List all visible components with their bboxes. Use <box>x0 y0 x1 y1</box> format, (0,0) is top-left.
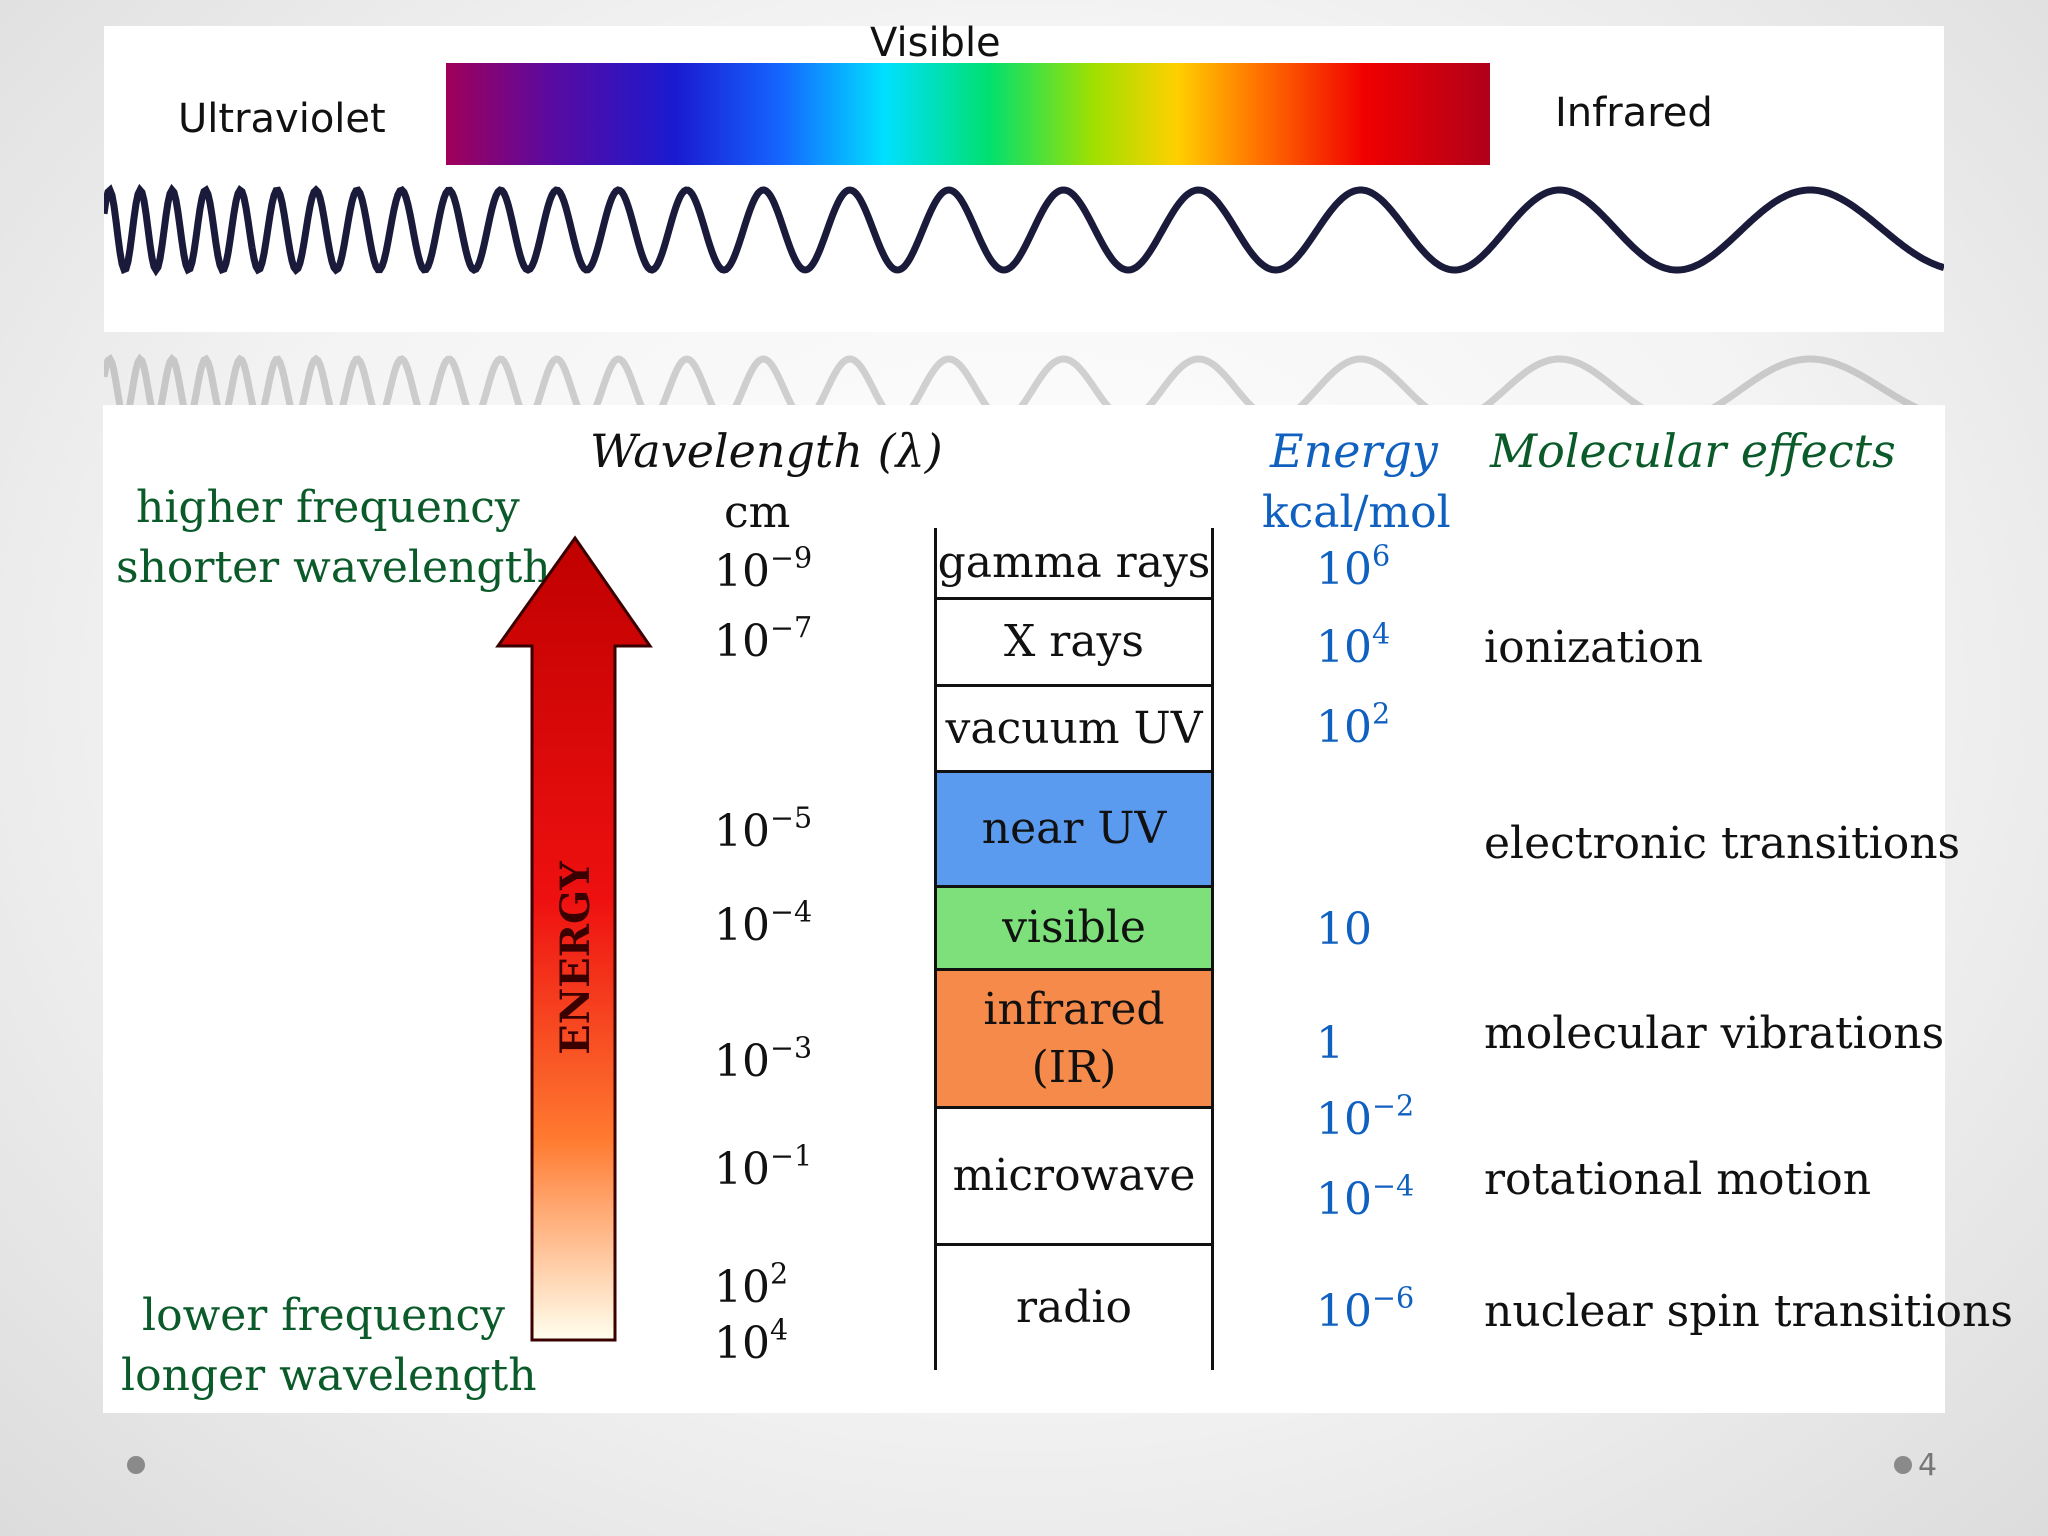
wavelength-value: 104 <box>714 1312 789 1369</box>
band-divider <box>934 885 1214 888</box>
band-divider <box>934 968 1214 971</box>
energy-header: Energy <box>1270 424 1438 478</box>
energy-value: 106 <box>1316 538 1391 595</box>
infrared-label: Infrared <box>1555 90 1713 136</box>
ultraviolet-label: Ultraviolet <box>178 96 386 142</box>
footer-bullet-left <box>127 1456 145 1474</box>
effect-molecular-vibrations: molecular vibrations <box>1484 1008 1945 1059</box>
band-vacuum-uv: vacuum UV <box>934 687 1214 770</box>
wavelength-value: 10−1 <box>714 1138 813 1195</box>
wavelength-value: 10−4 <box>714 894 813 951</box>
band-x-rays: X rays <box>934 600 1214 684</box>
lower-frequency-label: lower frequency <box>142 1290 506 1341</box>
effect-nuclear-spin-transitions: nuclear spin transitions <box>1484 1286 2013 1337</box>
visible-label: Visible <box>870 20 1001 66</box>
band-radio: radio <box>934 1246 1214 1370</box>
band-divider <box>934 770 1214 773</box>
wavelength-value: 102 <box>714 1256 789 1313</box>
wavelength-wave <box>104 183 1944 277</box>
higher-frequency-label: higher frequency <box>136 482 520 533</box>
energy-value: 102 <box>1316 696 1391 753</box>
wavelength-unit: cm <box>724 487 791 538</box>
wavelength-header: Wavelength (λ) <box>590 424 943 478</box>
energy-value: 10−4 <box>1316 1168 1415 1225</box>
energy-arrow-label-wrap: ENERGY <box>545 861 605 1055</box>
page-number: 4 <box>1918 1448 1938 1483</box>
band-divider <box>934 597 1214 600</box>
wavelength-value: 10−9 <box>714 540 813 597</box>
wavelength-value: 10−3 <box>714 1030 813 1087</box>
shorter-wavelength-label: shorter wavelength <box>116 542 551 593</box>
wavelength-value: 10−7 <box>714 610 813 667</box>
energy-arrow-label: ENERGY <box>551 861 599 1055</box>
wave-reflection <box>104 353 1944 425</box>
band-near-uv: near UV <box>934 773 1214 885</box>
energy-value: 10−6 <box>1316 1280 1415 1337</box>
energy-value: 10−2 <box>1316 1088 1415 1145</box>
band-visible: visible <box>934 888 1214 968</box>
energy-arrow <box>495 535 653 1342</box>
visible-spectrum-bar <box>446 63 1490 165</box>
band-divider <box>934 684 1214 687</box>
band-gamma-rays: gamma rays <box>934 528 1214 598</box>
band-divider <box>934 1243 1214 1246</box>
energy-value: 1 <box>1316 1018 1344 1069</box>
longer-wavelength-label: longer wavelength <box>121 1350 537 1401</box>
band-microwave: microwave <box>934 1109 1214 1243</box>
effect-rotational-motion: rotational motion <box>1484 1154 1872 1205</box>
energy-unit: kcal/mol <box>1262 487 1451 538</box>
wavelength-value: 10−5 <box>714 800 813 857</box>
effect-electronic-transitions: electronic transitions <box>1484 818 1961 869</box>
energy-value: 104 <box>1316 616 1391 673</box>
band-divider <box>934 1106 1214 1109</box>
band-infrared: infrared (IR) <box>934 971 1214 1106</box>
energy-value: 10 <box>1316 904 1372 955</box>
footer-bullet-right <box>1894 1456 1912 1474</box>
effect-ionization: ionization <box>1484 622 1703 673</box>
molecular-effects-header: Molecular effects <box>1490 424 1896 478</box>
